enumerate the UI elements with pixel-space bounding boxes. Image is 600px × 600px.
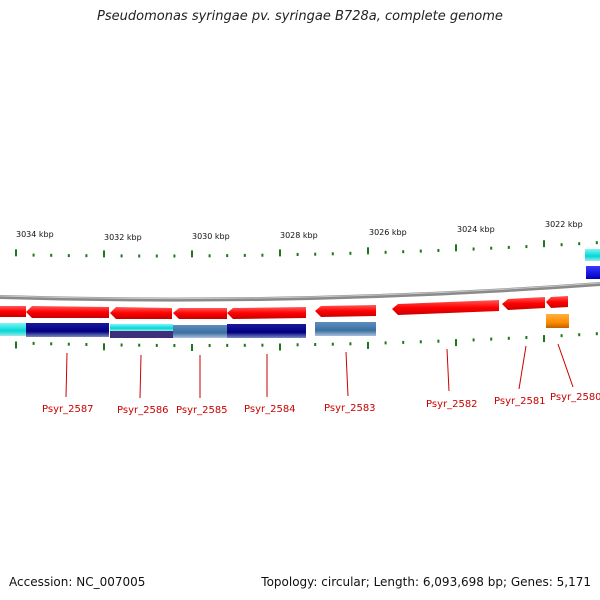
scale-ticks-top (15, 240, 598, 258)
gene-arrow[interactable] (315, 305, 376, 317)
genes-value: 5,171 (556, 575, 591, 589)
gene-label[interactable]: Psyr_2584 (244, 404, 296, 415)
gene-arrow[interactable] (173, 308, 227, 319)
genes-label: Genes: (510, 575, 553, 589)
feature-blue-right[interactable] (586, 266, 600, 279)
gene-label[interactable]: Psyr_2582 (426, 399, 478, 410)
gene-arrows (0, 296, 568, 319)
kbp-label: 3030 kbp (192, 232, 230, 241)
gene-label[interactable]: Psyr_2585 (176, 405, 228, 416)
gene-arrow[interactable] (392, 300, 499, 315)
genome-backbone (0, 282, 600, 302)
accession-value: NC_007005 (76, 575, 146, 589)
gene-arrow[interactable] (546, 296, 568, 308)
gene-label[interactable]: Psyr_2586 (117, 405, 169, 416)
length-value: 6,093,698 bp (422, 575, 503, 589)
kbp-label: 3032 kbp (104, 233, 142, 242)
label-leaders (65, 343, 574, 399)
accession-label: Accession: (9, 575, 73, 589)
accession-info: Accession: NC_007005 (9, 575, 145, 589)
feature-cyan-left[interactable] (0, 323, 26, 336)
gene-arrow[interactable] (110, 307, 172, 319)
kbp-label: 3022 kbp (545, 220, 583, 229)
gene-labels: Psyr_2587 Psyr_2586 Psyr_2585 Psyr_2584 … (42, 392, 600, 416)
gene-label[interactable]: Psyr_2587 (42, 404, 94, 415)
genome-summary: Topology: circular; Length: 6,093,698 bp… (261, 575, 591, 589)
kbp-label: 3024 kbp (457, 225, 495, 234)
gene-arrow[interactable] (502, 297, 545, 310)
topology-label: Topology: (261, 575, 318, 589)
kbp-label: 3034 kbp (16, 230, 54, 239)
feature-navy[interactable] (227, 324, 306, 338)
kbp-label: 3026 kbp (369, 228, 407, 237)
topology-value: circular (321, 575, 366, 589)
kbp-label: 3028 kbp (280, 231, 318, 240)
gene-arrow[interactable] (26, 306, 109, 318)
map-title: Pseudomonas syringae pv. syringae B728a,… (97, 9, 503, 24)
feature-navy[interactable] (26, 323, 109, 337)
feature-cyan-right[interactable] (585, 249, 600, 261)
feature-blocks (0, 314, 569, 338)
length-label: Length: (373, 575, 420, 589)
kbp-labels: 3034 kbp 3032 kbp 3030 kbp 3028 kbp 3026… (16, 220, 583, 242)
scale-ticks-bottom (15, 332, 598, 351)
feature-orange[interactable] (546, 314, 569, 328)
feature-steel[interactable] (173, 325, 227, 338)
gene-arrow[interactable] (227, 307, 306, 319)
feature-steel[interactable] (315, 322, 376, 336)
gene-arrow[interactable] (0, 306, 26, 317)
gene-label[interactable]: Psyr_2581 (494, 396, 546, 407)
feature-cyan-mid[interactable] (110, 324, 173, 331)
gene-label[interactable]: Psyr_2583 (324, 403, 376, 414)
feature-navy-mid[interactable] (110, 331, 173, 338)
gene-label[interactable]: Psyr_2580 (550, 392, 600, 403)
